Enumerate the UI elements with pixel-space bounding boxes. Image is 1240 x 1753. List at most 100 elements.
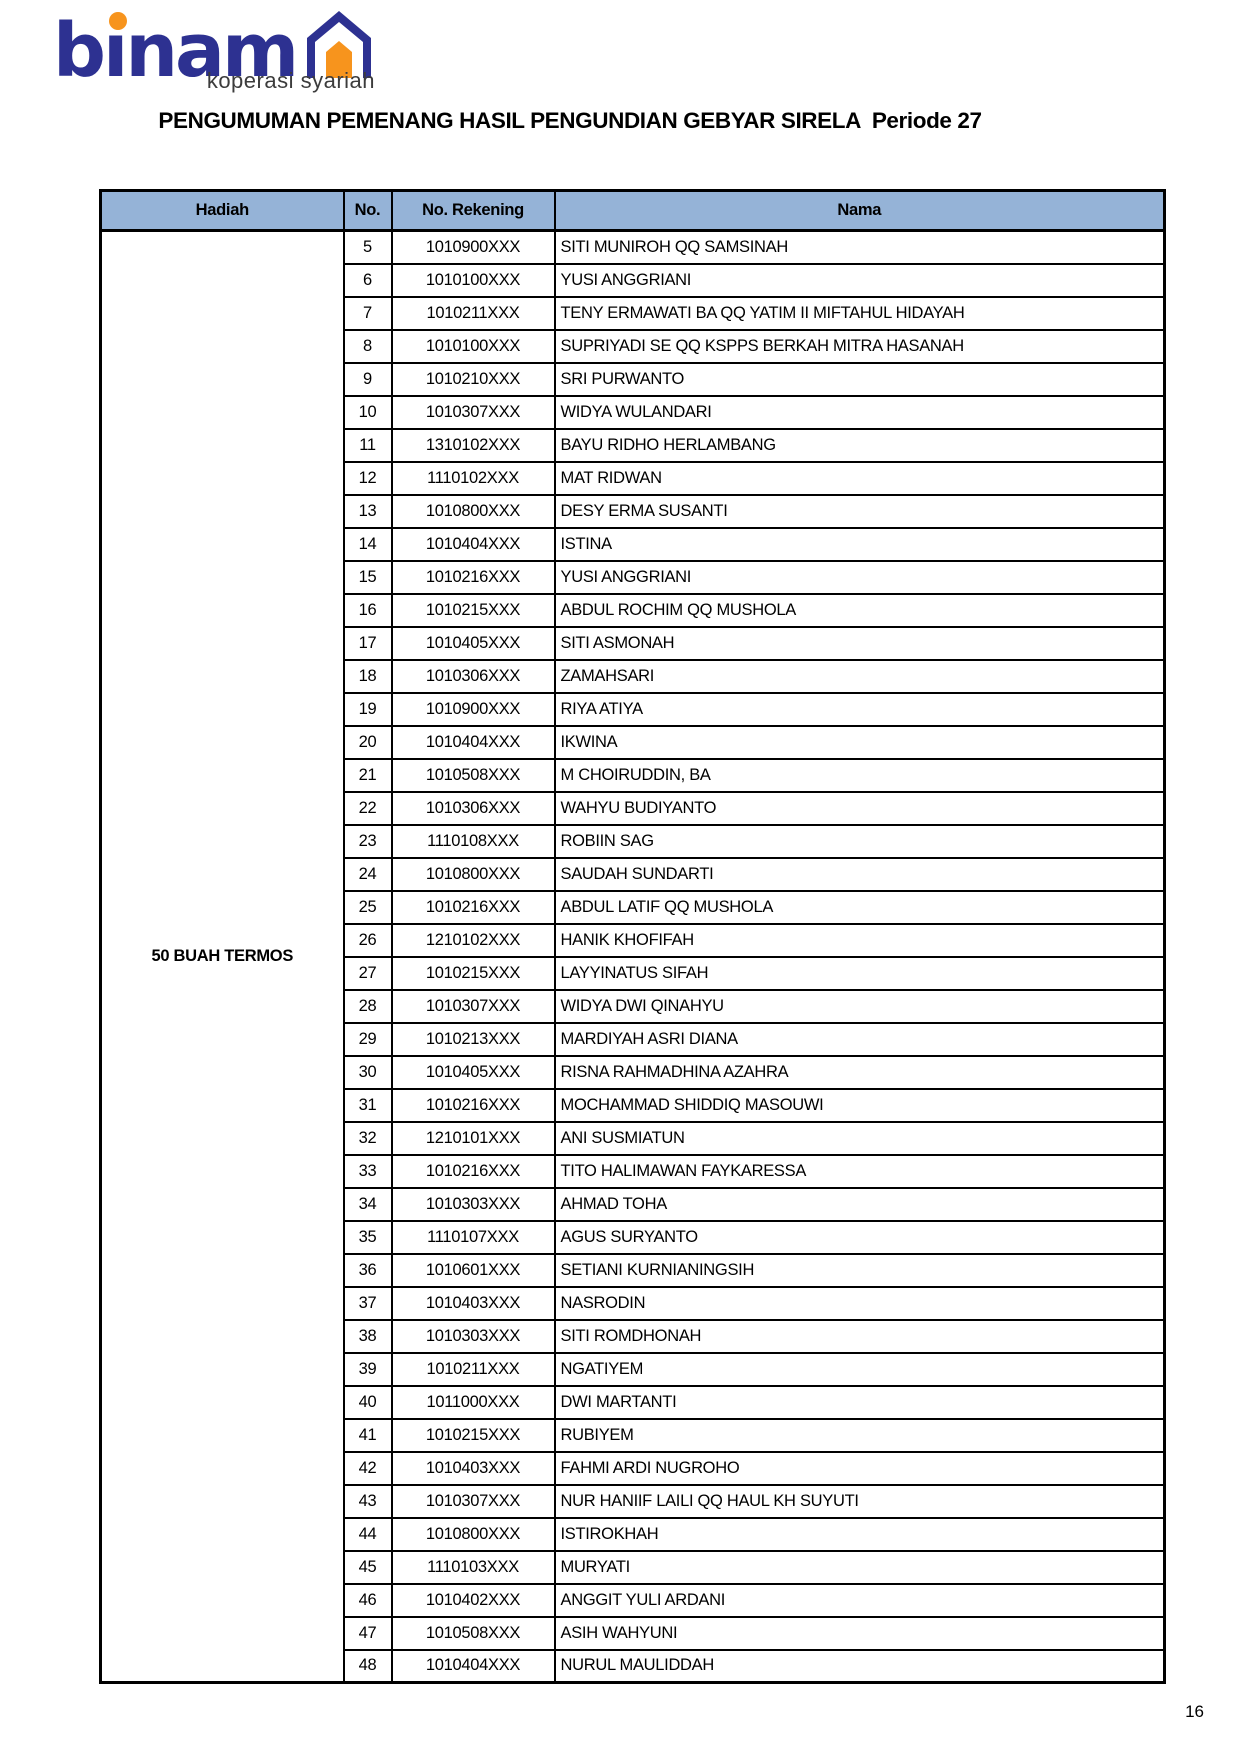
table-row: 41 1010215XXX RUBIYEM [101,1417,1166,1453]
table-row: 40 1011000XXX DWI MARTANTI [101,1384,1166,1420]
table-row: 21 1010508XXX M CHOIRUDDIN, BA [101,757,1166,793]
cell-nama: NGATIYEM [553,1351,1166,1387]
cell-rekening: 1010216XXX [390,1153,556,1189]
table-row: 34 1010303XXX AHMAD TOHA [101,1186,1166,1222]
table-row: 38 1010303XXX SITI ROMDHONAH [101,1318,1166,1354]
table-row: 30 1010405XXX RISNA RAHMADHINA AZAHRA [101,1054,1166,1090]
cell-nama: WAHYU BUDIYANTO [553,790,1166,826]
cell-rekening: 1010508XXX [390,757,556,793]
binama-logo: bınam koperasi syariah [55,6,377,98]
cell-no: 20 [342,724,393,760]
cell-nama: WIDYA DWI QINAHYU [553,988,1166,1024]
column-header-nama: Nama [553,189,1166,232]
cell-rekening: 1110103XXX [390,1549,556,1585]
page-number: 16 [1185,1702,1204,1721]
cell-rekening: 1010403XXX [390,1450,556,1486]
cell-no: 17 [342,625,393,661]
cell-no: 21 [342,757,393,793]
table-row: 14 1010404XXX ISTINA [101,526,1166,562]
logo-house-icon [307,11,371,78]
cell-no: 12 [342,460,393,496]
cell-nama: SETIANI KURNIANINGSIH [553,1252,1166,1288]
table-row: 33 1010216XXX TITO HALIMAWAN FAYKARESSA [101,1153,1166,1189]
cell-no: 23 [342,823,393,859]
cell-rekening: 1110102XXX [390,460,556,496]
cell-nama: TENY ERMAWATI BA QQ YATIM II MIFTAHUL HI… [553,295,1166,331]
cell-rekening: 1010601XXX [390,1252,556,1288]
cell-no: 9 [342,361,393,397]
cell-rekening: 1010404XXX [390,526,556,562]
table-row: 26 1210102XXX HANIK KHOFIFAH [101,922,1166,958]
logo-wordmark-text: bınam [55,8,296,94]
cell-nama: IKWINA [553,724,1166,760]
table-row: 9 1010210XXX SRI PURWANTO [101,361,1166,397]
prize-cell: 50 BUAH TERMOS [99,229,345,1684]
cell-rekening: 1010100XXX [390,328,556,364]
cell-no: 5 [342,229,393,265]
cell-no: 7 [342,295,393,331]
table-row: 46 1010402XXX ANGGIT YULI ARDANI [101,1582,1166,1618]
cell-rekening: 1010303XXX [390,1186,556,1222]
cell-no: 33 [342,1153,393,1189]
cell-rekening: 1010405XXX [390,625,556,661]
table-row: 31 1010216XXX MOCHAMMAD SHIDDIQ MASOUWI [101,1087,1166,1123]
table-row: 35 1110107XXX AGUS SURYANTO [101,1219,1166,1255]
winners-tbody: 50 BUAH TERMOS 5 1010900XXX SITI MUNIROH QQ… [99,229,1166,1684]
cell-nama: ISTINA [553,526,1166,562]
cell-rekening: 1010403XXX [390,1285,556,1321]
cell-nama: SITI ROMDHONAH [553,1318,1166,1354]
cell-nama: SAUDAH SUNDARTI [553,856,1166,892]
cell-no: 42 [342,1450,393,1486]
table-row: 19 1010900XXX RIYA ATIYA [101,691,1166,727]
cell-rekening: 1010800XXX [390,1516,556,1552]
table-row: 15 1010216XXX YUSI ANGGRIANI [101,559,1166,595]
cell-nama: SITI MUNIROH QQ SAMSINAH [553,229,1166,265]
cell-no: 15 [342,559,393,595]
table-row: 12 1110102XXX MAT RIDWAN [101,460,1166,496]
cell-no: 31 [342,1087,393,1123]
cell-nama: NASRODIN [553,1285,1166,1321]
cell-nama: SITI ASMONAH [553,625,1166,661]
table-row: 8 1010100XXX SUPRIYADI SE QQ KSPPS BERKAH … [101,328,1166,364]
binama-logo-graphic: bınam [55,8,371,94]
table-row: 29 1010213XXX MARDIYAH ASRI DIANA [101,1021,1166,1057]
cell-rekening: 1010508XXX [390,1615,556,1651]
cell-no: 41 [342,1417,393,1453]
cell-rekening: 1010216XXX [390,559,556,595]
cell-rekening: 1010900XXX [390,229,556,265]
cell-rekening: 1010213XXX [390,1021,556,1057]
cell-no: 47 [342,1615,393,1651]
cell-nama: ANI SUSMIATUN [553,1120,1166,1156]
logo-i-dot [109,12,127,30]
cell-no: 19 [342,691,393,727]
cell-nama: FAHMI ARDI NUGROHO [553,1450,1166,1486]
column-header-no: No. [342,189,393,232]
cell-rekening: 1010404XXX [390,1648,556,1684]
cell-nama: SRI PURWANTO [553,361,1166,397]
cell-rekening: 1010215XXX [390,955,556,991]
cell-nama: MARDIYAH ASRI DIANA [553,1021,1166,1057]
winners-table: Hadiah No. No. Rekening Nama 50 BUAH TER… [99,189,1166,1684]
cell-nama: YUSI ANGGRIANI [553,559,1166,595]
table-row: 43 1010307XXX NUR HANIIF LAILI QQ HAUL KH … [101,1483,1166,1519]
cell-nama: YUSI ANGGRIANI [553,262,1166,298]
cell-rekening: 1010303XXX [390,1318,556,1354]
cell-nama: AGUS SURYANTO [553,1219,1166,1255]
cell-no: 24 [342,856,393,892]
cell-no: 30 [342,1054,393,1090]
cell-rekening: 1010402XXX [390,1582,556,1618]
cell-rekening: 1010800XXX [390,493,556,529]
cell-nama: MAT RIDWAN [553,460,1166,496]
cell-nama: RUBIYEM [553,1417,1166,1453]
cell-rekening: 1010800XXX [390,856,556,892]
cell-nama: RISNA RAHMADHINA AZAHRA [553,1054,1166,1090]
cell-nama: ABDUL LATIF QQ MUSHOLA [553,889,1166,925]
table-row: 39 1010211XXX NGATIYEM [101,1351,1166,1387]
column-header-hadiah: Hadiah [99,189,345,232]
cell-nama: ZAMAHSARI [553,658,1166,694]
table-row: 37 1010403XXX NASRODIN [101,1285,1166,1321]
cell-no: 6 [342,262,393,298]
cell-no: 8 [342,328,393,364]
cell-nama: SUPRIYADI SE QQ KSPPS BERKAH MITRA HASAN… [553,328,1166,364]
cell-nama: AHMAD TOHA [553,1186,1166,1222]
